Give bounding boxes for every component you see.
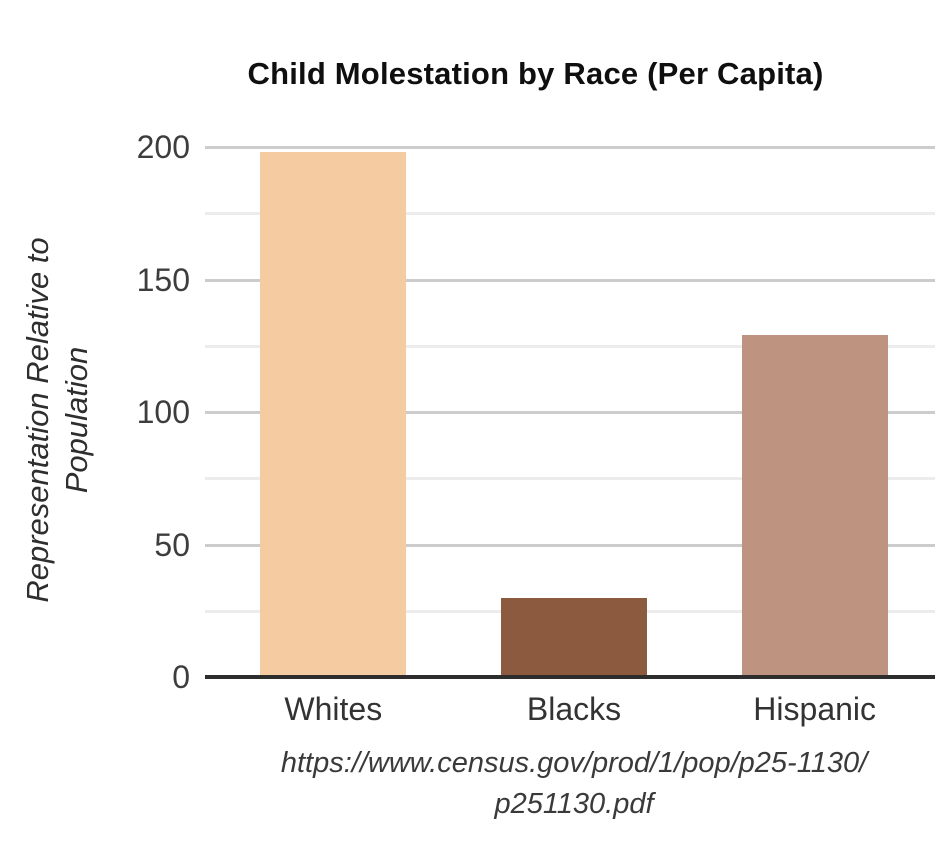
y-tick-label-50: 50 bbox=[154, 526, 190, 563]
minor-gridline-75 bbox=[205, 477, 935, 481]
minor-gridline-175 bbox=[205, 212, 935, 216]
x-axis-label-whites: Whites bbox=[284, 691, 383, 727]
chart-title: Child Molestation by Race (Per Capita) bbox=[247, 56, 824, 91]
bar-blacks bbox=[501, 597, 647, 677]
source-citation: https://www.census.gov/prod/1/pop/p25-11… bbox=[280, 747, 868, 820]
major-gridline-50 bbox=[205, 543, 935, 547]
bar-hispanic bbox=[741, 335, 888, 677]
minor-gridline-125 bbox=[205, 344, 935, 348]
y-tick-label-200: 200 bbox=[136, 129, 190, 165]
major-gridline-200 bbox=[205, 146, 935, 149]
y-tick-label-150: 150 bbox=[136, 261, 190, 298]
major-gridline-150 bbox=[205, 278, 935, 282]
major-gridline-100 bbox=[205, 411, 935, 414]
plot-area: 0 50 100 150 200 Whites Blacks Hispanic bbox=[137, 129, 935, 727]
y-tick-label-100: 100 bbox=[136, 394, 190, 430]
x-axis-label-hispanic: Hispanic bbox=[753, 691, 877, 727]
x-axis-line bbox=[205, 675, 935, 679]
bar-whites bbox=[260, 152, 407, 677]
y-tick-label-0: 0 bbox=[172, 659, 190, 695]
x-axis-label-blacks: Blacks bbox=[526, 691, 622, 727]
